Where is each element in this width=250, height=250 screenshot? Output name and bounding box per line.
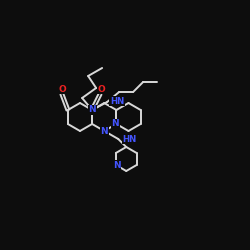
- Text: N: N: [113, 160, 121, 170]
- Text: N: N: [100, 128, 108, 136]
- Text: O: O: [58, 84, 66, 94]
- Text: HN: HN: [122, 134, 136, 143]
- Text: N: N: [112, 120, 119, 128]
- Text: HN: HN: [110, 96, 124, 106]
- Text: O: O: [97, 84, 105, 94]
- Text: N: N: [88, 106, 96, 114]
